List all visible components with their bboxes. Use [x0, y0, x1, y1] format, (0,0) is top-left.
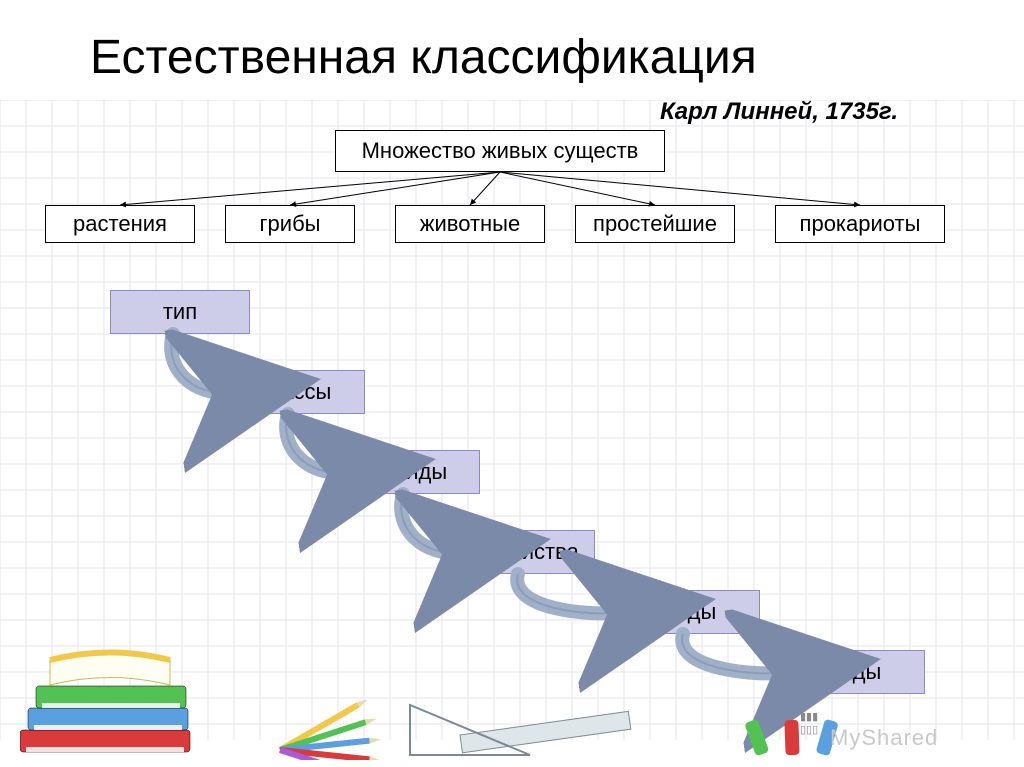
hierarchy-label: тип: [163, 299, 197, 325]
hierarchy-label: классы: [259, 379, 332, 405]
hierarchy-box: семейства: [455, 530, 595, 574]
books-illustration: [20, 600, 230, 760]
hierarchy-box: роды: [620, 590, 760, 634]
hierarchy-label: семейства: [471, 539, 579, 565]
hierarchy-label: роды: [664, 599, 717, 625]
stage: Естественная классификация Карл Линней, …: [0, 0, 1024, 767]
hierarchy-box: тип: [110, 290, 250, 334]
slideshow-icon: ▮▮▮▯▯▯: [800, 710, 818, 736]
hierarchy-box: виды: [785, 650, 925, 694]
tree-connectors: [0, 0, 1024, 260]
hierarchy-box: классы: [225, 370, 365, 414]
watermark-text: MyShared: [830, 725, 938, 750]
hierarchy-label: отряды: [373, 459, 447, 485]
hierarchy-label: виды: [829, 659, 882, 685]
hierarchy-box: отряды: [340, 450, 480, 494]
watermark: MyShared: [830, 725, 938, 751]
